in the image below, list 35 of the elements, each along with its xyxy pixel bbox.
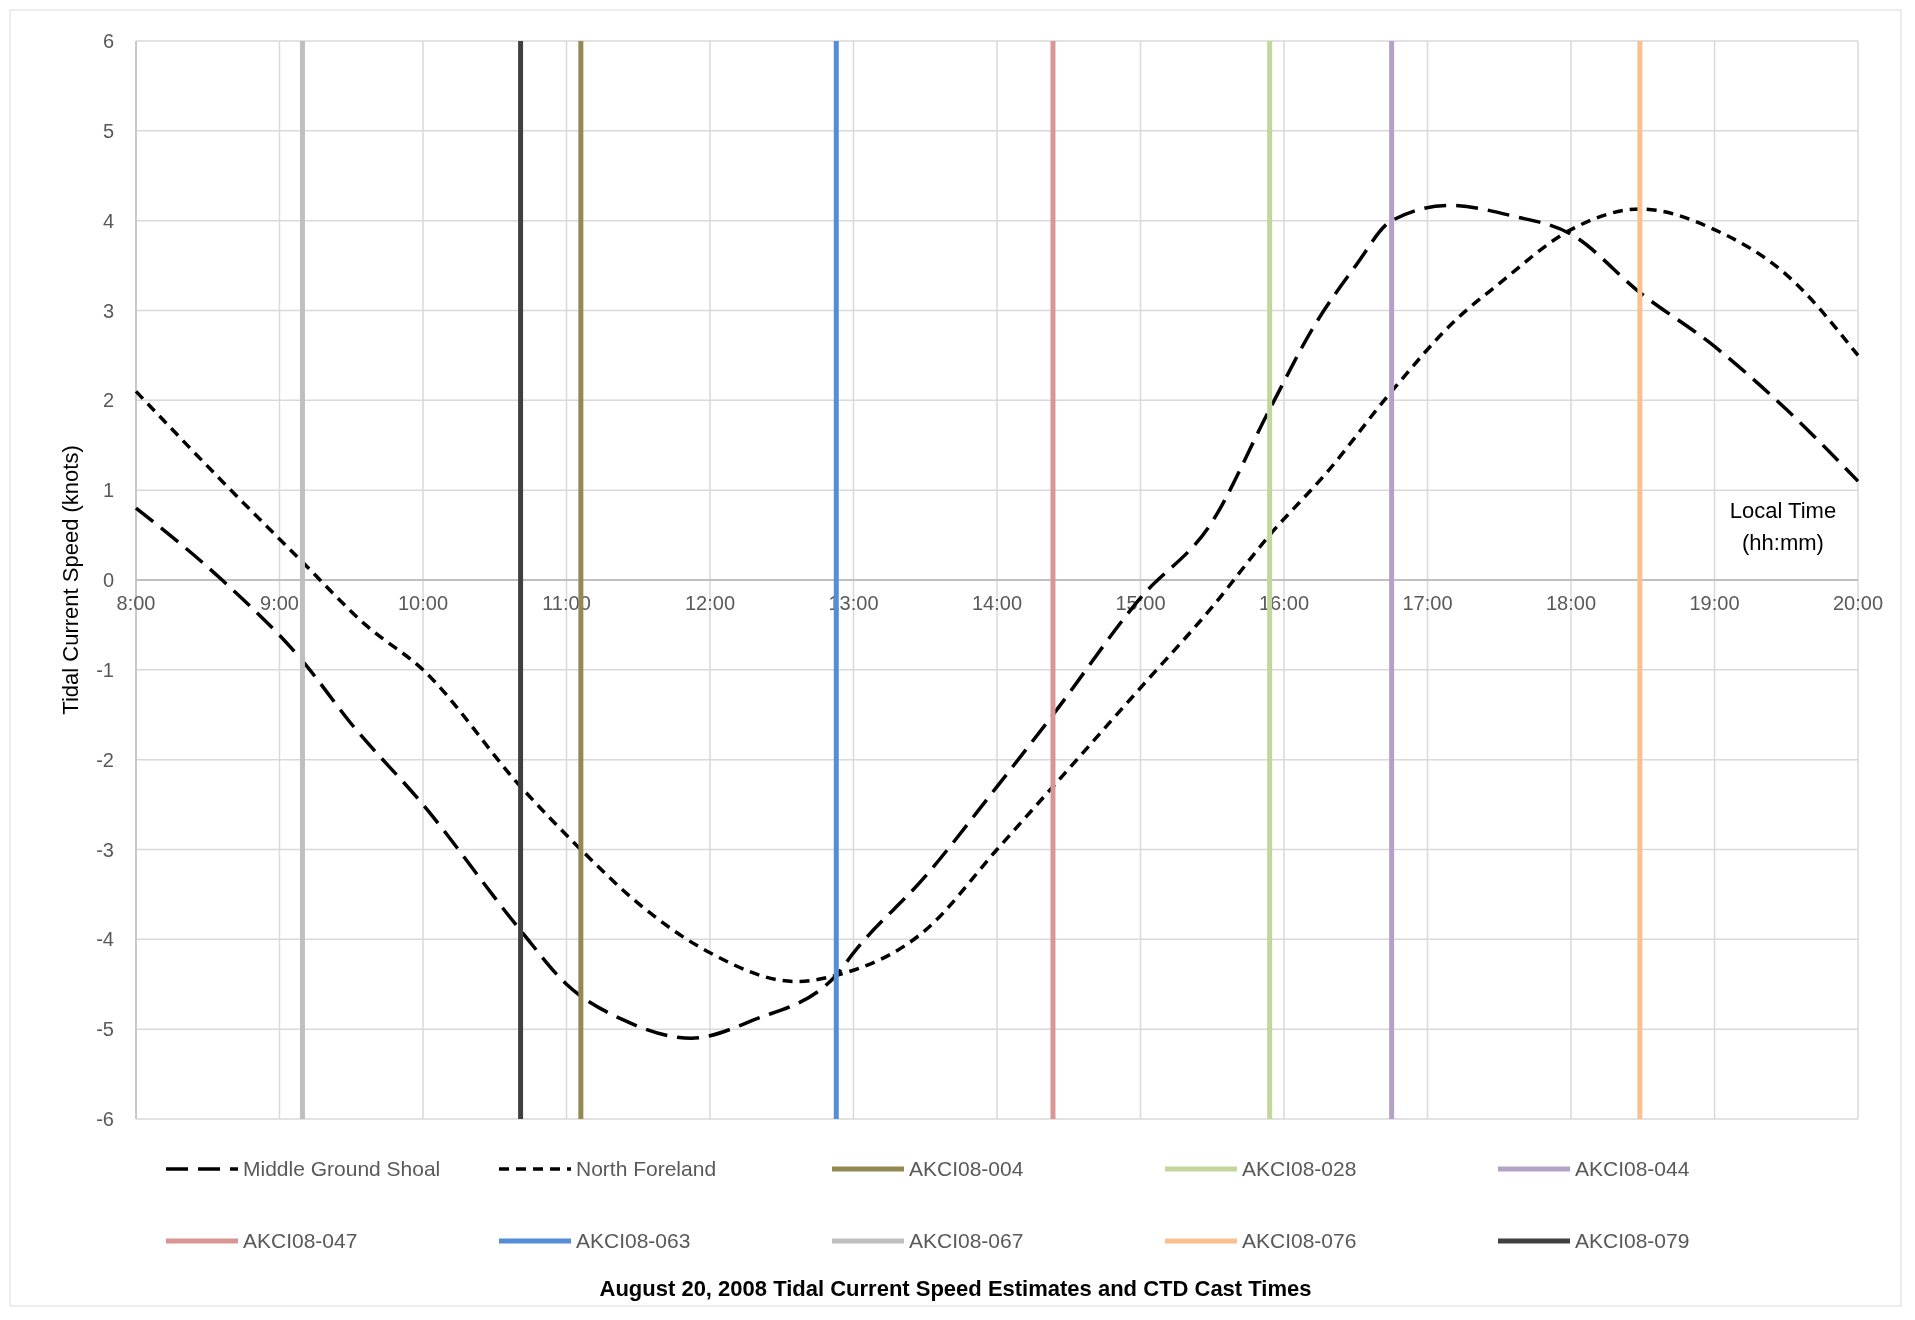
y-tick-label: -6 bbox=[96, 1108, 114, 1130]
y-tick-label: -4 bbox=[96, 928, 114, 951]
legend-label: AKCI08-004 bbox=[909, 1157, 1024, 1181]
x-tick-label: 20:00 bbox=[1832, 592, 1884, 614]
y-tick-label: 4 bbox=[102, 209, 114, 232]
text: August 20, 2008 Tidal Current Speed Estimates and CTD Cast Times bbox=[599, 1276, 1312, 1301]
y-tick-label: 3 bbox=[102, 299, 114, 322]
y-axis-title: Tidal Current Speed (knots) bbox=[58, 445, 83, 715]
legend-label: AKCI08-067 bbox=[909, 1229, 1024, 1253]
legend-label: AKCI08-047 bbox=[243, 1229, 358, 1253]
y-tick-label: -2 bbox=[96, 748, 114, 771]
x-axis-title: Local Time (hh:mm) bbox=[1729, 498, 1837, 555]
y-tick-label: -5 bbox=[96, 1018, 114, 1041]
x-tick-label: 10:00 bbox=[397, 592, 449, 614]
y-tick-label: 0 bbox=[102, 569, 114, 591]
legend-label: AKCI08-028 bbox=[1242, 1157, 1357, 1181]
legend-label: AKCI08-063 bbox=[576, 1229, 691, 1253]
x-tick-label: 19:00 bbox=[1689, 592, 1740, 614]
legend-label: AKCI08-076 bbox=[1242, 1229, 1357, 1253]
x-tick-label: 17:00 bbox=[1402, 592, 1453, 614]
legend-label: AKCI08-079 bbox=[1575, 1229, 1690, 1253]
y-tick-label: 1 bbox=[102, 479, 114, 502]
x-tick-label: 8:00 bbox=[116, 592, 156, 614]
x-tick-label: 14:00 bbox=[971, 592, 1023, 614]
y-tick-label: 2 bbox=[102, 389, 114, 412]
legend-label: North Foreland bbox=[576, 1157, 717, 1181]
y-tick-label: -1 bbox=[96, 658, 114, 681]
x-tick-label: 18:00 bbox=[1545, 592, 1597, 614]
x-tick-label: 12:00 bbox=[684, 592, 736, 614]
legend-label: Middle Ground Shoal bbox=[243, 1157, 441, 1181]
y-tick-label: 5 bbox=[102, 119, 114, 142]
x-tick-label: 9:00 bbox=[260, 592, 299, 614]
y-tick-label: -3 bbox=[96, 838, 114, 861]
legend-label: AKCI08-044 bbox=[1575, 1157, 1690, 1181]
y-tick-label: 6 bbox=[102, 30, 114, 52]
